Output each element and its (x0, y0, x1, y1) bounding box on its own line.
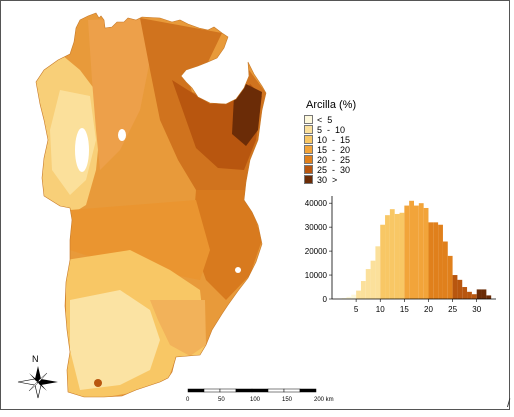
y-tick-label: 10000 (305, 271, 328, 280)
clay-raster (36, 13, 266, 397)
clay-map (17, 12, 317, 399)
histogram-bar (452, 275, 458, 299)
histogram-bar (375, 246, 381, 299)
histogram-bar (462, 287, 468, 299)
y-tick-label: 30000 (305, 223, 328, 232)
histogram-bar (418, 203, 424, 299)
legend-swatch (304, 115, 313, 124)
histogram-bar (433, 222, 439, 299)
x-tick-label: 5 (354, 305, 359, 314)
legend-label: 10 - 15 (317, 134, 351, 145)
scale-segment (235, 388, 253, 393)
histogram-bar (380, 224, 386, 299)
legend-item: 25 - 30 (304, 164, 351, 175)
histogram-bar (385, 215, 390, 299)
legend-swatch (304, 155, 313, 164)
y-tick-label: 40000 (305, 199, 328, 208)
legend-swatch (304, 175, 313, 184)
histogram-bar (351, 294, 357, 299)
histogram-bar (486, 295, 492, 299)
legend-item: 10 - 15 (304, 134, 351, 145)
histogram-bar (447, 255, 453, 299)
scale-label: 150 (282, 397, 293, 403)
legend-item: < 5 (304, 114, 333, 125)
x-tick-label: 10 (376, 305, 385, 314)
histogram-bar (404, 205, 410, 299)
y-tick-label: 20000 (305, 247, 328, 256)
scale-segment (219, 388, 237, 393)
histogram-bar (341, 298, 347, 299)
scale-segment (187, 388, 205, 393)
legend-label: 20 - 25 (317, 154, 351, 165)
corner-mark: / (507, 396, 511, 410)
legend-swatch (304, 165, 313, 174)
legend-swatch (304, 125, 313, 134)
histogram-bar (360, 281, 366, 299)
legend-swatch (304, 145, 313, 154)
scale-segment (283, 388, 301, 393)
histogram-bar (428, 222, 434, 299)
scale-label: 200 km (314, 397, 334, 403)
legend-swatch (304, 135, 313, 144)
x-tick-label: 15 (400, 305, 409, 314)
histogram-bar (471, 294, 477, 299)
legend-label: 15 - 20 (317, 144, 351, 155)
x-tick-label: 20 (424, 305, 433, 314)
scale-segment (251, 388, 269, 393)
x-tick-label: 25 (448, 305, 457, 314)
legend-item: 30 > (304, 174, 338, 185)
histogram-bar (394, 213, 400, 299)
histogram-bar (356, 290, 361, 299)
legend-label: 25 - 30 (317, 164, 351, 175)
scale-segment (267, 388, 285, 393)
y-tick-label: 0 (323, 295, 328, 304)
histogram-bar (457, 279, 463, 299)
histogram-bar (389, 209, 395, 299)
legend-title: Arcilla (%) (306, 99, 357, 111)
histogram-bar (423, 207, 429, 299)
histogram-bar (476, 289, 482, 299)
histogram-bar (346, 296, 352, 299)
legend-label: < 5 (317, 114, 333, 125)
legend-item: 15 - 20 (304, 144, 351, 155)
histogram-bar (370, 260, 376, 299)
x-tick-label: 30 (472, 305, 481, 314)
histogram-bar (399, 212, 405, 299)
clay-histogram: 0 10000 20000 30000 40000 5 10 15 20 25 30 (305, 196, 496, 314)
scale-label: 50 (218, 397, 225, 403)
scale-segment (299, 388, 317, 393)
scale-label: 100 (250, 397, 261, 403)
north-label: N (32, 354, 39, 364)
histogram-bar (409, 200, 414, 299)
histogram-bar (438, 224, 443, 299)
north-arrow-icon (17, 366, 58, 399)
legend-label: 30 > (317, 174, 338, 185)
scale-segment (203, 388, 221, 393)
legend-label: 5 - 10 (317, 124, 346, 135)
scale-label: 0 (186, 397, 190, 403)
histogram-bar (442, 241, 448, 299)
legend-item: 20 - 25 (304, 154, 351, 165)
histogram-bar (481, 289, 487, 299)
histogram-bar (467, 291, 472, 299)
scale-bar (187, 388, 317, 393)
region-outline (35, 12, 267, 398)
histogram-bar (365, 269, 371, 299)
histogram-bar (414, 205, 419, 299)
legend-item: 5 - 10 (304, 124, 346, 135)
